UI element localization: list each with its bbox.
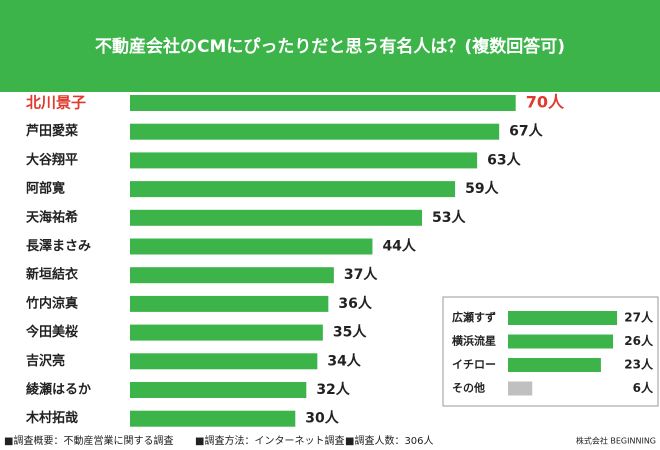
category-label: 天海祐希 — [26, 209, 78, 225]
note: ■調査方法：インターネット調査 — [195, 434, 344, 447]
category-label: 長澤まさみ — [26, 238, 91, 254]
bar — [130, 209, 423, 226]
category-label: 北川景子 — [26, 94, 86, 112]
value-label: 36人 — [338, 295, 372, 312]
category-label: 木村拓哉 — [25, 410, 78, 426]
category-label: 横浜流星 — [452, 334, 496, 348]
bar — [508, 311, 618, 325]
bar — [130, 382, 307, 398]
value-label: 23人 — [624, 357, 654, 372]
bar — [130, 123, 500, 140]
value-label: 59人 — [465, 180, 499, 197]
value-label: 70人 — [526, 93, 565, 112]
bar — [130, 95, 516, 111]
value-label: 35人 — [333, 324, 367, 341]
value-label: 32人 — [316, 381, 350, 398]
category-label: 大谷翔平 — [26, 152, 78, 168]
value-label: 30人 — [305, 410, 339, 427]
value-label: 44人 — [382, 238, 416, 255]
value-label: 6人 — [633, 380, 654, 395]
category-label: 吉沢亮 — [26, 353, 65, 369]
bar — [130, 324, 323, 341]
note: ■調査概要：不動産営業に関する調査 — [4, 434, 173, 447]
bar — [130, 181, 456, 198]
value-label: 37人 — [344, 266, 378, 283]
title-banner — [0, 0, 660, 92]
bar — [130, 410, 296, 427]
category-label: 芦田愛菜 — [26, 123, 78, 139]
chart-title: 不動産会社のCMにぴったりだと思う有名人は？(複数回答可) — [95, 36, 565, 57]
bar — [508, 358, 601, 372]
bar — [130, 295, 329, 312]
category-label: 新垣結衣 — [26, 267, 78, 283]
value-label: 63人 — [487, 151, 521, 168]
bar — [130, 267, 334, 284]
bar — [508, 381, 533, 396]
source: 株式会社 BEGINNING — [576, 436, 656, 446]
category-label: イチロー — [452, 358, 496, 371]
bar — [130, 353, 318, 370]
value-label: 27人 — [624, 310, 654, 325]
category-label: 阿部寛 — [26, 181, 65, 197]
category-label: 綾瀬はるか — [26, 382, 91, 398]
category-label: その他 — [452, 381, 485, 395]
bar — [130, 238, 373, 255]
note: ■調査人数：306人 — [345, 434, 434, 447]
category-label: 広瀬すず — [452, 310, 496, 324]
category-label: 竹内涼真 — [25, 295, 78, 311]
bar — [130, 152, 478, 169]
value-label: 67人 — [509, 123, 543, 140]
bar — [508, 334, 614, 349]
value-label: 26人 — [624, 333, 654, 348]
category-label: 今田美桜 — [25, 324, 78, 340]
value-label: 34人 — [327, 352, 361, 369]
value-label: 53人 — [432, 209, 466, 226]
